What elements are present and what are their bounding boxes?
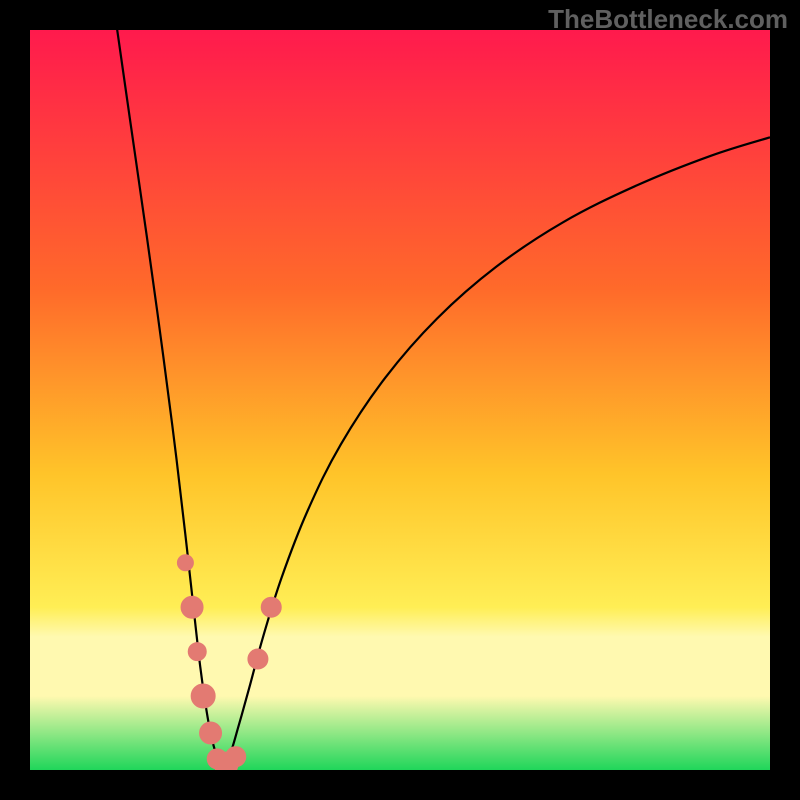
data-point	[191, 684, 215, 708]
watermark-label: TheBottleneck.com	[548, 4, 788, 35]
chart-frame: TheBottleneck.com	[0, 0, 800, 800]
data-point	[177, 555, 193, 571]
data-point	[200, 722, 222, 744]
data-point	[188, 643, 206, 661]
data-point	[181, 596, 203, 618]
data-point	[261, 597, 281, 617]
data-point	[226, 747, 246, 767]
bottleneck-curve	[115, 15, 770, 768]
data-point	[248, 649, 268, 669]
curve-svg	[0, 0, 800, 800]
